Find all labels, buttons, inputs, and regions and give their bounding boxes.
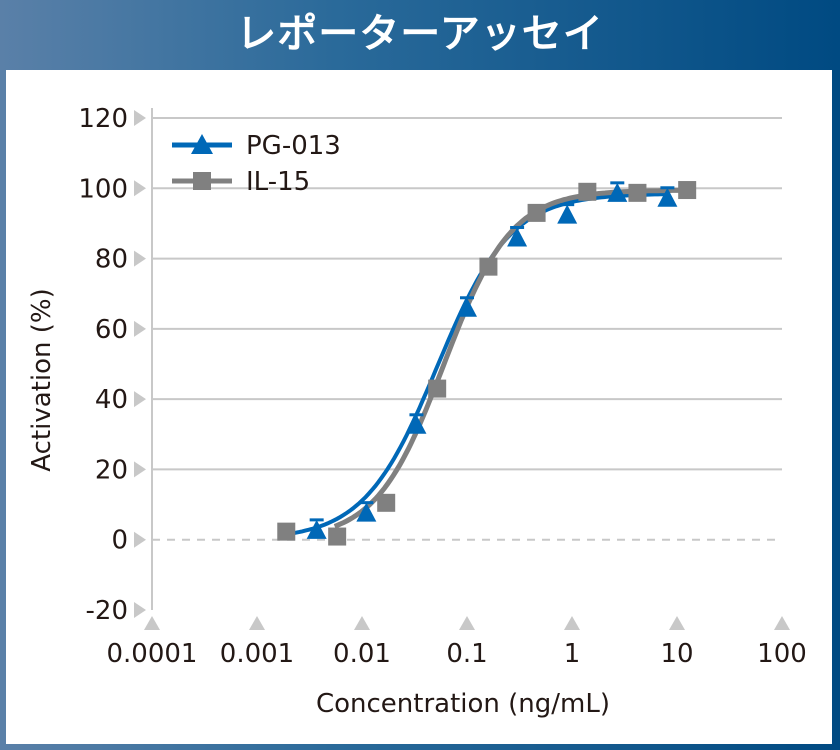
pg-013-fit-curve (285, 192, 668, 537)
legend-triangle-icon (191, 134, 213, 154)
x-tick-label: 10 (660, 639, 693, 669)
y-tick-label: 80 (95, 245, 128, 275)
y-tick-marker (134, 461, 146, 478)
x-tick-label: 100 (757, 639, 807, 669)
il-15-data-point (527, 203, 546, 222)
il-15-data-point (628, 183, 647, 202)
pg-013-data-point (406, 414, 427, 434)
il-15-fit-curve (333, 187, 688, 529)
y-tick-label: 100 (78, 174, 128, 204)
x-tick-label: 0.001 (220, 639, 294, 669)
x-tick-marker (669, 616, 685, 630)
il-15-data-point (479, 257, 498, 276)
x-tick-label: 0.01 (333, 639, 391, 669)
y-tick-marker (134, 320, 146, 337)
pg-013-data-point (457, 297, 477, 317)
x-tick-marker (354, 616, 370, 630)
x-axis-label: Concentration (ng/mL) (316, 689, 610, 719)
y-tick-marker (134, 531, 146, 548)
pg-013-data-point (507, 227, 528, 247)
pg-013-data-point (557, 204, 578, 224)
x-tick-marker (564, 616, 580, 630)
il-15-data-point (377, 493, 396, 512)
y-tick-marker (134, 602, 146, 618)
y-tick-label: 0 (111, 526, 128, 556)
x-tick-label: 1 (564, 639, 581, 669)
y-tick-label: -20 (86, 596, 128, 626)
x-tick-label: 0.1 (446, 639, 487, 669)
legend-label: IL-15 (246, 167, 310, 197)
il-15-data-point (277, 522, 296, 541)
legend-square-icon (193, 172, 211, 190)
y-axis-label: Activation (%) (27, 288, 57, 471)
legend-label: PG-013 (246, 131, 341, 161)
x-tick-marker (249, 616, 265, 630)
pg-013-data-point (657, 187, 678, 207)
y-tick-marker (134, 110, 146, 126)
il-15-data-point (328, 527, 347, 546)
y-tick-label: 40 (95, 385, 128, 415)
il-15-data-point (678, 181, 697, 200)
chart-title-banner: レポーターアッセイ (236, 11, 604, 57)
y-tick-label: 20 (95, 455, 128, 485)
y-tick-marker (134, 391, 146, 408)
pg-013-data-point (356, 502, 377, 522)
x-tick-marker (774, 616, 790, 630)
y-tick-marker (134, 180, 146, 197)
y-tick-label: 60 (95, 315, 128, 345)
y-tick-label: 120 (78, 104, 128, 134)
pg-013-data-point (306, 519, 327, 539)
x-tick-marker (144, 616, 160, 630)
pg-013-data-point (607, 182, 628, 202)
x-tick-label: 0.0001 (107, 639, 198, 669)
x-tick-marker (459, 616, 475, 630)
il-15-data-point (428, 379, 447, 398)
il-15-data-point (578, 182, 597, 201)
y-tick-marker (134, 250, 146, 267)
